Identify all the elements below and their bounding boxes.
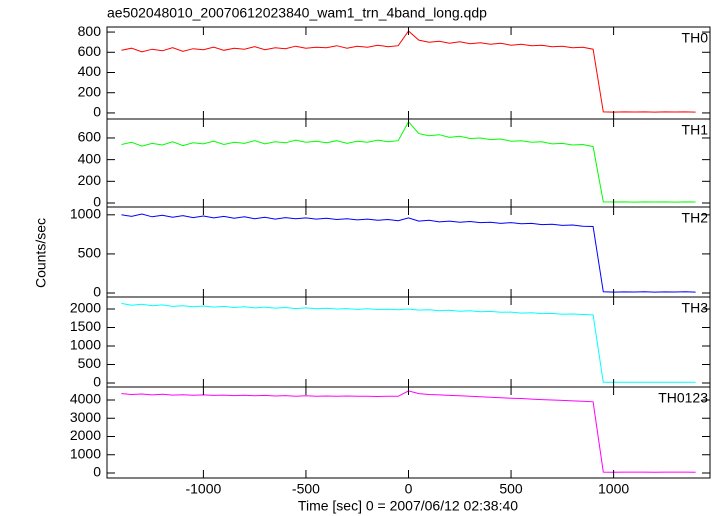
light-curve — [121, 120, 696, 203]
y-tick-label: 0 — [93, 464, 101, 480]
y-tick-label: 500 — [78, 355, 102, 371]
panel-label: TH1 — [682, 122, 709, 138]
light-curve — [121, 390, 696, 473]
panel-label: TH0123 — [658, 390, 708, 406]
x-tick-label: -500 — [292, 481, 320, 497]
x-tick-label: -1000 — [185, 481, 221, 497]
y-tick-label: 600 — [78, 129, 102, 145]
x-axis-label: Time [sec] 0 = 2007/06/12 02:38:40 — [298, 498, 518, 514]
y-tick-label: 2000 — [70, 300, 101, 316]
light-curve — [121, 302, 696, 383]
light-curve — [121, 213, 696, 293]
panel-frame — [106, 386, 711, 479]
y-tick-label: 1000 — [70, 445, 101, 461]
panel-frame — [106, 296, 711, 388]
y-tick-label: 500 — [78, 245, 102, 261]
y-tick-label: 0 — [93, 284, 101, 300]
y-axis-label: Counts/sec — [33, 218, 49, 288]
y-tick-label: 200 — [78, 83, 102, 99]
x-tick-label: 0 — [405, 481, 413, 497]
y-tick-label: 200 — [78, 172, 102, 188]
panel-frame — [106, 206, 711, 298]
panel-frame — [106, 26, 711, 120]
panel-frame — [106, 118, 711, 208]
y-tick-label: 600 — [78, 43, 102, 59]
panel-label: TH3 — [682, 300, 709, 316]
y-tick-label: 3000 — [70, 409, 101, 425]
light-curve — [121, 30, 696, 113]
y-tick-label: 4000 — [70, 391, 101, 407]
y-tick-label: 2000 — [70, 427, 101, 443]
y-tick-label: 0 — [93, 374, 101, 390]
y-tick-label: 1000 — [70, 337, 101, 353]
chart-title: ae502048010_20070612023840_wam1_trn_4ban… — [107, 5, 487, 21]
y-tick-label: 400 — [78, 150, 102, 166]
y-tick-label: 0 — [93, 104, 101, 120]
y-tick-label: 400 — [78, 63, 102, 79]
y-tick-label: 1000 — [70, 206, 101, 222]
x-tick-label: 1000 — [598, 481, 629, 497]
x-tick-label: 500 — [499, 481, 523, 497]
y-tick-label: 0 — [93, 194, 101, 210]
y-tick-label: 800 — [78, 23, 102, 39]
panel-label: TH2 — [682, 210, 709, 226]
panel-label: TH0 — [682, 30, 709, 46]
y-tick-label: 1500 — [70, 318, 101, 334]
